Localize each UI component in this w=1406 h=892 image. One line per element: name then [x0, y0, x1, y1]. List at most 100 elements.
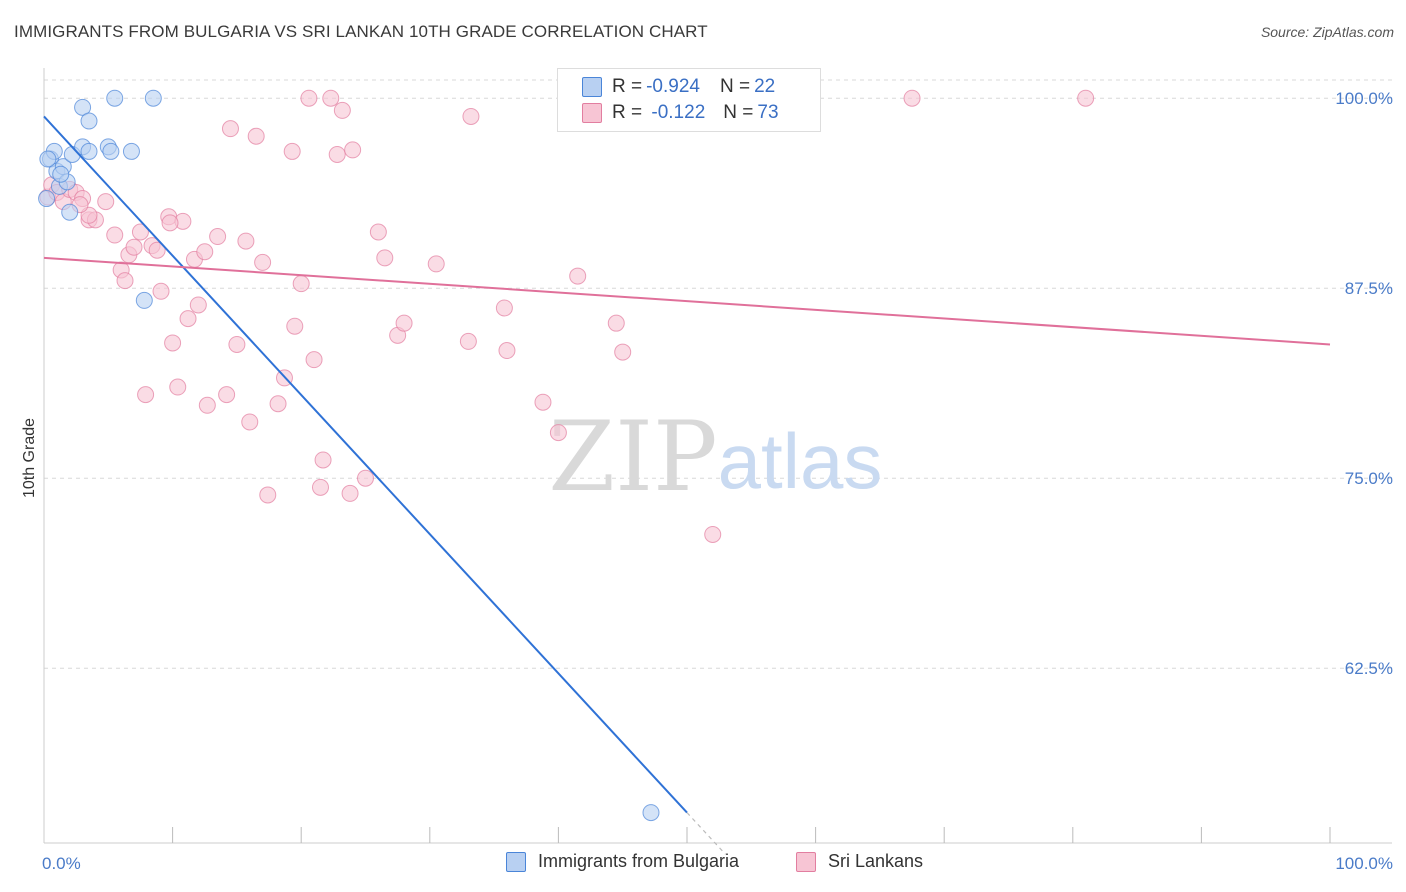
- srilankan-point: [198, 396, 216, 414]
- tick-labels: 100.0% 87.5% 75.0% 62.5% 0.0% 100.0%: [42, 89, 1393, 873]
- srilankan-point: [241, 413, 259, 431]
- bulgaria-point: [122, 142, 140, 160]
- watermark-zip: ZIP: [548, 401, 717, 513]
- legend-r-label: R =: [612, 102, 643, 123]
- bottom-legend-srilankans: Sri Lankans: [796, 851, 923, 872]
- bulgaria-point: [61, 203, 79, 221]
- y-tick-label: 62.5%: [1345, 659, 1393, 678]
- srilankan-point: [903, 89, 921, 107]
- srilankan-trend-line: [43, 256, 1331, 346]
- bulgaria-point: [39, 150, 57, 168]
- bulgaria-point: [135, 291, 153, 309]
- bulgaria-point: [102, 142, 120, 160]
- srilankan-point: [305, 351, 323, 369]
- srilankan-point: [607, 314, 625, 332]
- srilankan-point: [369, 223, 387, 241]
- legend-swatch-pink: [582, 103, 602, 123]
- watermark: ZIP atlas: [548, 401, 882, 513]
- legend-n-value: 22: [754, 76, 776, 97]
- srilankan-point: [259, 486, 277, 504]
- srilankan-point: [549, 424, 567, 442]
- srilankan-point: [328, 145, 346, 163]
- srilankan-point: [164, 334, 182, 352]
- bulgaria-point: [38, 190, 56, 208]
- x-tick-label: 100.0%: [1335, 854, 1393, 873]
- srilankan-point: [221, 120, 239, 138]
- y-tick-label: 75.0%: [1345, 469, 1393, 488]
- srilankan-point: [462, 107, 480, 125]
- srilankan-point: [357, 469, 374, 487]
- y-tick-label: 100.0%: [1335, 89, 1393, 108]
- srilankan-point: [498, 342, 516, 360]
- srilankan-point: [1077, 89, 1095, 107]
- srilankan-point: [237, 232, 255, 250]
- srilankan-point: [152, 282, 170, 300]
- srilankan-point: [322, 89, 340, 107]
- bulgaria-point: [52, 165, 70, 183]
- srilankan-point: [209, 228, 227, 246]
- srilankan-point: [269, 395, 287, 413]
- srilankan-point: [254, 253, 272, 271]
- srilankan-point: [344, 141, 362, 159]
- srilankan-point: [189, 296, 207, 314]
- srilankan-point: [569, 267, 587, 285]
- bottom-legend-swatch-blue: [506, 851, 526, 872]
- srilankan-point: [314, 451, 332, 469]
- srilankan-point: [286, 317, 304, 335]
- srilankan-point: [196, 243, 214, 261]
- srilankan-point: [179, 310, 197, 328]
- srilankan-point: [218, 386, 236, 404]
- srilankan-point: [427, 255, 445, 273]
- srilankan-point: [341, 484, 359, 502]
- srilankan-point: [292, 275, 310, 293]
- bottom-legend-label: Immigrants from Bulgaria: [538, 851, 740, 871]
- y-tick-label: 87.5%: [1345, 279, 1393, 298]
- watermark-atlas: atlas: [718, 417, 883, 505]
- srilankan-point: [97, 193, 115, 211]
- srilankan-point: [228, 335, 246, 353]
- bulgaria-point: [74, 98, 92, 116]
- srilankan-point: [161, 214, 179, 232]
- srilankan-point: [311, 478, 329, 496]
- srilankan-point: [247, 127, 265, 145]
- trend-lines: [43, 115, 1331, 855]
- srilankan-point: [300, 89, 318, 107]
- bulgaria-point: [642, 804, 660, 822]
- legend-row-bulgaria: R = -0.924 N = 22: [582, 75, 775, 99]
- srilankan-point: [131, 223, 149, 241]
- srilankan-point: [534, 393, 552, 411]
- source-label: Source: ZipAtlas.com: [1260, 24, 1394, 40]
- legend-n-label: N =: [723, 102, 754, 123]
- legend-swatch-blue: [582, 77, 602, 97]
- srilankan-point: [283, 142, 301, 160]
- bulgaria-point: [144, 89, 162, 107]
- legend-n-label: N =: [719, 76, 751, 97]
- srilankan-point: [137, 386, 155, 404]
- srilankan-point: [459, 332, 477, 350]
- bulgaria-point: [80, 142, 98, 160]
- legend-r-value: -0.122: [646, 102, 706, 123]
- stats-legend: R = -0.924 N = 22 R = -0.122 N = 73: [557, 68, 821, 132]
- bottom-legend-swatch-pink: [796, 851, 816, 872]
- srilankan-point: [116, 272, 134, 290]
- srilankan-point: [148, 241, 166, 259]
- legend-n-value: 73: [757, 102, 779, 123]
- bulgaria-point: [80, 112, 98, 130]
- chart-title: IMMIGRANTS FROM BULGARIA VS SRI LANKAN 1…: [14, 22, 708, 41]
- srilankan-point: [106, 226, 124, 244]
- gridlines: [44, 79, 1392, 669]
- srilankan-point: [495, 299, 513, 317]
- srilankan-point: [614, 343, 632, 361]
- bottom-legend-bulgaria: Immigrants from Bulgaria: [506, 851, 739, 872]
- bulgaria-trend-line: [43, 115, 688, 814]
- srilankan-point: [395, 314, 413, 332]
- x-tick-label: 0.0%: [42, 854, 81, 873]
- bulgaria-point: [106, 89, 124, 107]
- bulgaria-points: [38, 89, 660, 822]
- bulgaria-trend-extension: [686, 812, 727, 855]
- legend-r-value: -0.924: [646, 76, 700, 97]
- legend-row-srilankans: R = -0.122 N = 73: [582, 101, 779, 125]
- legend-r-label: R =: [612, 76, 643, 97]
- srilankan-point: [333, 101, 351, 119]
